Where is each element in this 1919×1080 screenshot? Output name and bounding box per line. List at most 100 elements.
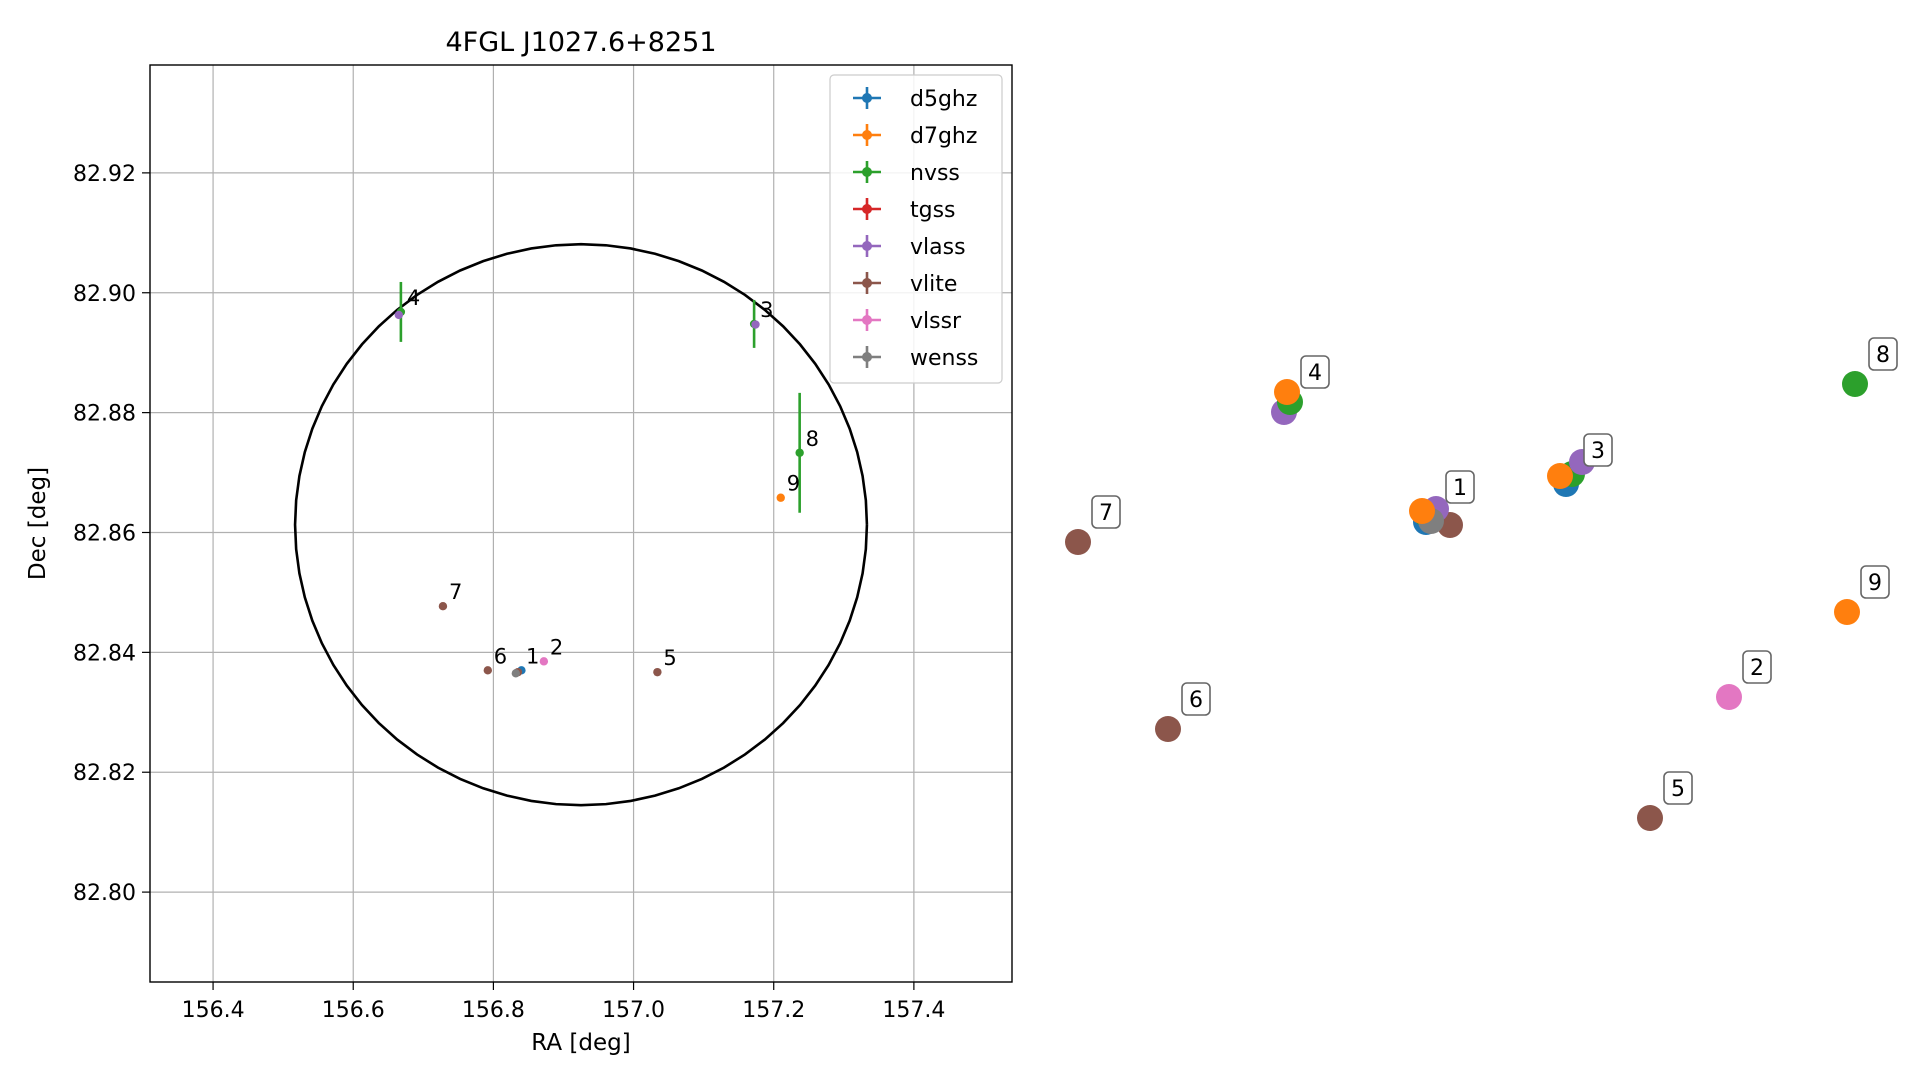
y-tick-label: 82.88: [73, 402, 136, 427]
legend-entry-tgss: tgss: [853, 198, 956, 223]
legend-entry-d5ghz: d5ghz: [853, 87, 977, 112]
marker-label: 8: [1876, 343, 1890, 368]
legend-entry-vlite: vlite: [853, 272, 957, 297]
marker-label-box: [1300, 355, 1330, 389]
marker-group-2: 2: [1716, 650, 1772, 710]
y-tick-label: 82.84: [73, 641, 136, 666]
marker-group-6: 6: [1155, 682, 1211, 742]
legend-entry-wenss: wenss: [853, 346, 978, 371]
marker-vlite: [1065, 529, 1091, 555]
legend-label: d7ghz: [910, 124, 977, 149]
point-d7ghz: [776, 493, 785, 502]
source-label: 2: [550, 635, 563, 659]
marker-label: 7: [1099, 501, 1113, 526]
legend-marker: [862, 130, 872, 140]
right-marker-plot: 1 2 3 4 5 6 7 8 9: [1065, 337, 1898, 831]
x-tick-label: 156.4: [182, 998, 245, 1023]
marker-group-5: 5: [1637, 771, 1693, 831]
source-label: 6: [494, 644, 507, 668]
y-tick-label: 82.86: [73, 521, 136, 546]
y-tick-label: 82.82: [73, 761, 136, 786]
source-label: 4: [407, 286, 420, 310]
marker-label-box: [1583, 433, 1613, 467]
marker-d7ghz: [1274, 379, 1300, 405]
marker-vlite: [1155, 716, 1181, 742]
legend-marker: [862, 315, 872, 325]
marker-label-box: [1860, 565, 1890, 599]
marker-group-8: 8: [1842, 337, 1898, 397]
legend-label: vlssr: [910, 309, 962, 334]
x-axis-ticks: 156.4 156.6 156.8 157.0 157.2 157.4: [182, 982, 945, 1023]
marker-vlssr: [1716, 684, 1742, 710]
x-tick-label: 156.6: [322, 998, 385, 1023]
y-tick-label: 82.80: [73, 881, 136, 906]
point-nvss: [795, 448, 804, 457]
legend-box: [829, 74, 1003, 384]
marker-label: 2: [1750, 656, 1764, 681]
source-label: 8: [806, 427, 819, 451]
x-axis-label: RA [deg]: [531, 1030, 630, 1056]
marker-label-box: [1742, 650, 1772, 684]
marker-d7ghz: [1834, 599, 1860, 625]
source-label: 3: [760, 298, 773, 322]
legend-label: d5ghz: [910, 87, 977, 112]
point-vlite: [438, 602, 448, 611]
legend-marker: [862, 352, 872, 362]
legend-marker: [862, 278, 872, 288]
uncertainty-ellipse: [293, 242, 869, 807]
source-label: 9: [787, 472, 800, 496]
legend-label: tgss: [910, 198, 956, 223]
marker-label: 5: [1671, 777, 1685, 802]
left-sky-plot: 1 2 3 4 5 6 7 89 156.4 156.6 156.8 157.0 157.2 157.4…: [25, 27, 1013, 1056]
marker-d7ghz: [1547, 463, 1573, 489]
marker-label: 6: [1189, 688, 1203, 713]
marker-nvss: [1842, 371, 1868, 397]
y-axis-label: Dec [deg]: [25, 467, 51, 580]
legend-label: nvss: [910, 161, 960, 186]
source-label: 7: [449, 580, 462, 604]
axes-frame: [149, 64, 1013, 983]
legend-entry-vlass: vlass: [853, 235, 966, 260]
marker-label: 1: [1453, 476, 1467, 501]
legend-marker: [862, 241, 872, 251]
y-tick-label: 82.90: [73, 282, 136, 307]
data-points: [394, 281, 804, 678]
marker-label-box: [1445, 470, 1475, 504]
marker-label: 3: [1591, 439, 1605, 464]
marker-label: 4: [1308, 361, 1322, 386]
legend-label: vlite: [910, 272, 957, 297]
point-vlssr: [539, 657, 549, 666]
y-axis-ticks: 82.80 82.82 82.84 82.86 82.88 82.90 82.92: [73, 162, 150, 906]
x-tick-label: 157.2: [742, 998, 805, 1023]
legend-marker: [862, 167, 872, 177]
y-tick-label: 82.92: [73, 162, 136, 187]
legend-entry-vlssr: vlssr: [853, 309, 962, 334]
marker-label-box: [1663, 771, 1693, 805]
legend-marker: [862, 204, 872, 214]
source-labels: 1 2 3 4 5 6 7 89: [407, 286, 819, 670]
x-tick-label: 156.8: [462, 998, 525, 1023]
legend-entry-nvss: nvss: [853, 161, 960, 186]
legend-label: wenss: [910, 346, 978, 371]
marker-group-4: 4: [1271, 355, 1330, 425]
point-vlass: [394, 310, 403, 320]
chart-title: 4FGL J1027.6+8251: [445, 27, 716, 58]
marker-label-box: [1868, 337, 1898, 371]
search-circle: [293, 242, 869, 807]
x-tick-label: 157.4: [882, 998, 945, 1023]
legend-label: vlass: [910, 235, 966, 260]
marker-label: 9: [1868, 571, 1882, 596]
legend: d5ghz d7ghz nvss tgss vlass vlite vlssr wenss: [829, 74, 1003, 384]
marker-group-3: 3: [1547, 433, 1613, 497]
point-vlass: [751, 320, 760, 329]
point-vlite: [653, 667, 662, 677]
marker-vlite: [1637, 805, 1663, 831]
marker-group-9: 9: [1834, 565, 1890, 625]
marker-group-1: 1: [1409, 470, 1475, 538]
source-label: 1: [526, 644, 539, 668]
marker-label-box: [1181, 682, 1211, 716]
marker-group-7: 7: [1065, 495, 1121, 555]
legend-marker: [862, 93, 872, 103]
marker-label-box: [1091, 495, 1121, 529]
